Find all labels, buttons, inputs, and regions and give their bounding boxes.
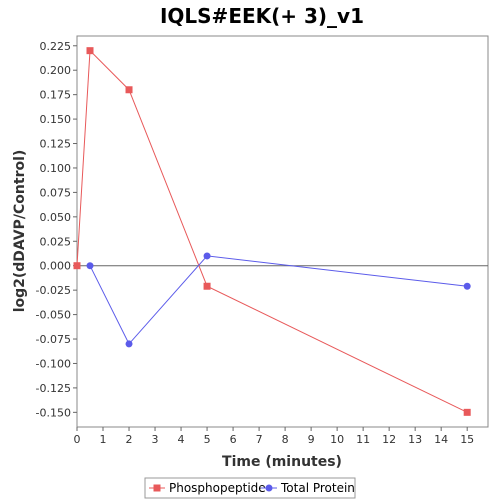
y-tick-label: 0.000 (40, 260, 72, 273)
x-tick-label: 3 (152, 433, 159, 446)
x-tick-label: 10 (330, 433, 344, 446)
x-tick-label: 4 (178, 433, 185, 446)
legend-marker-total-protein (265, 484, 273, 492)
legend: Phosphopeptide Total Protein (144, 477, 356, 499)
data-point-phosphopeptide (203, 282, 211, 290)
x-tick-label: 9 (308, 433, 315, 446)
x-tick-label: 8 (282, 433, 289, 446)
y-tick-label: 0.125 (40, 138, 72, 151)
y-tick-label: -0.075 (36, 333, 71, 346)
y-tick-label: 0.025 (40, 235, 72, 248)
x-tick-label: 1 (100, 433, 107, 446)
series-line-total-protein (89, 255, 468, 345)
data-point-total-protein (86, 262, 94, 270)
y-tick-label: -0.125 (36, 382, 71, 395)
y-axis: 0.225 0.200 0.175 0.150 0.125 0.100 0.075 0.050… (36, 40, 77, 419)
data-point-total-protein (125, 340, 133, 348)
chart-title: IQLS#EEK(+ 3)_v1 (160, 4, 364, 28)
legend-marker-phosphopeptide (153, 484, 161, 492)
data-point-phosphopeptide (86, 47, 94, 55)
x-tick-label: 13 (408, 433, 422, 446)
legend-label-phosphopeptide: Phosphopeptide (169, 481, 266, 495)
legend-box (144, 477, 356, 499)
y-tick-label: -0.050 (36, 309, 71, 322)
x-tick-label: 11 (356, 433, 370, 446)
y-tick-label: -0.025 (36, 284, 71, 297)
data-point-phosphopeptide (463, 408, 471, 416)
x-tick-label: 0 (74, 433, 81, 446)
x-tick-label: 12 (382, 433, 396, 446)
y-tick-label: 0.100 (40, 162, 72, 175)
x-tick-label: 15 (460, 433, 474, 446)
y-tick-label: 0.225 (40, 40, 72, 53)
y-tick-label: 0.050 (40, 211, 72, 224)
data-point-total-protein (203, 252, 211, 260)
x-tick-label: 5 (204, 433, 211, 446)
y-tick-label: 0.200 (40, 64, 72, 77)
series-layer (73, 47, 471, 416)
data-point-phosphopeptide (125, 86, 133, 94)
x-tick-label: 6 (230, 433, 237, 446)
y-tick-label: -0.150 (36, 406, 71, 419)
plot-area (76, 35, 489, 428)
y-tick-label: -0.100 (36, 357, 71, 370)
legend-label-total-protein: Total Protein (280, 481, 355, 495)
x-tick-label: 7 (256, 433, 263, 446)
x-tick-label: 14 (434, 433, 448, 446)
data-point-phosphopeptide (73, 262, 81, 270)
x-axis-label: Time (minutes) (222, 454, 342, 470)
data-point-total-protein (463, 282, 471, 290)
y-axis-label: log2(dDAVP/Control) (12, 150, 28, 313)
x-axis: 0 1 2 3 4 5 6 7 8 9 10 11 12 13 14 15 (74, 427, 474, 446)
x-tick-label: 2 (126, 433, 133, 446)
y-tick-label: 0.175 (40, 89, 72, 102)
y-tick-label: 0.150 (40, 113, 72, 126)
y-tick-label: 0.075 (40, 186, 72, 199)
